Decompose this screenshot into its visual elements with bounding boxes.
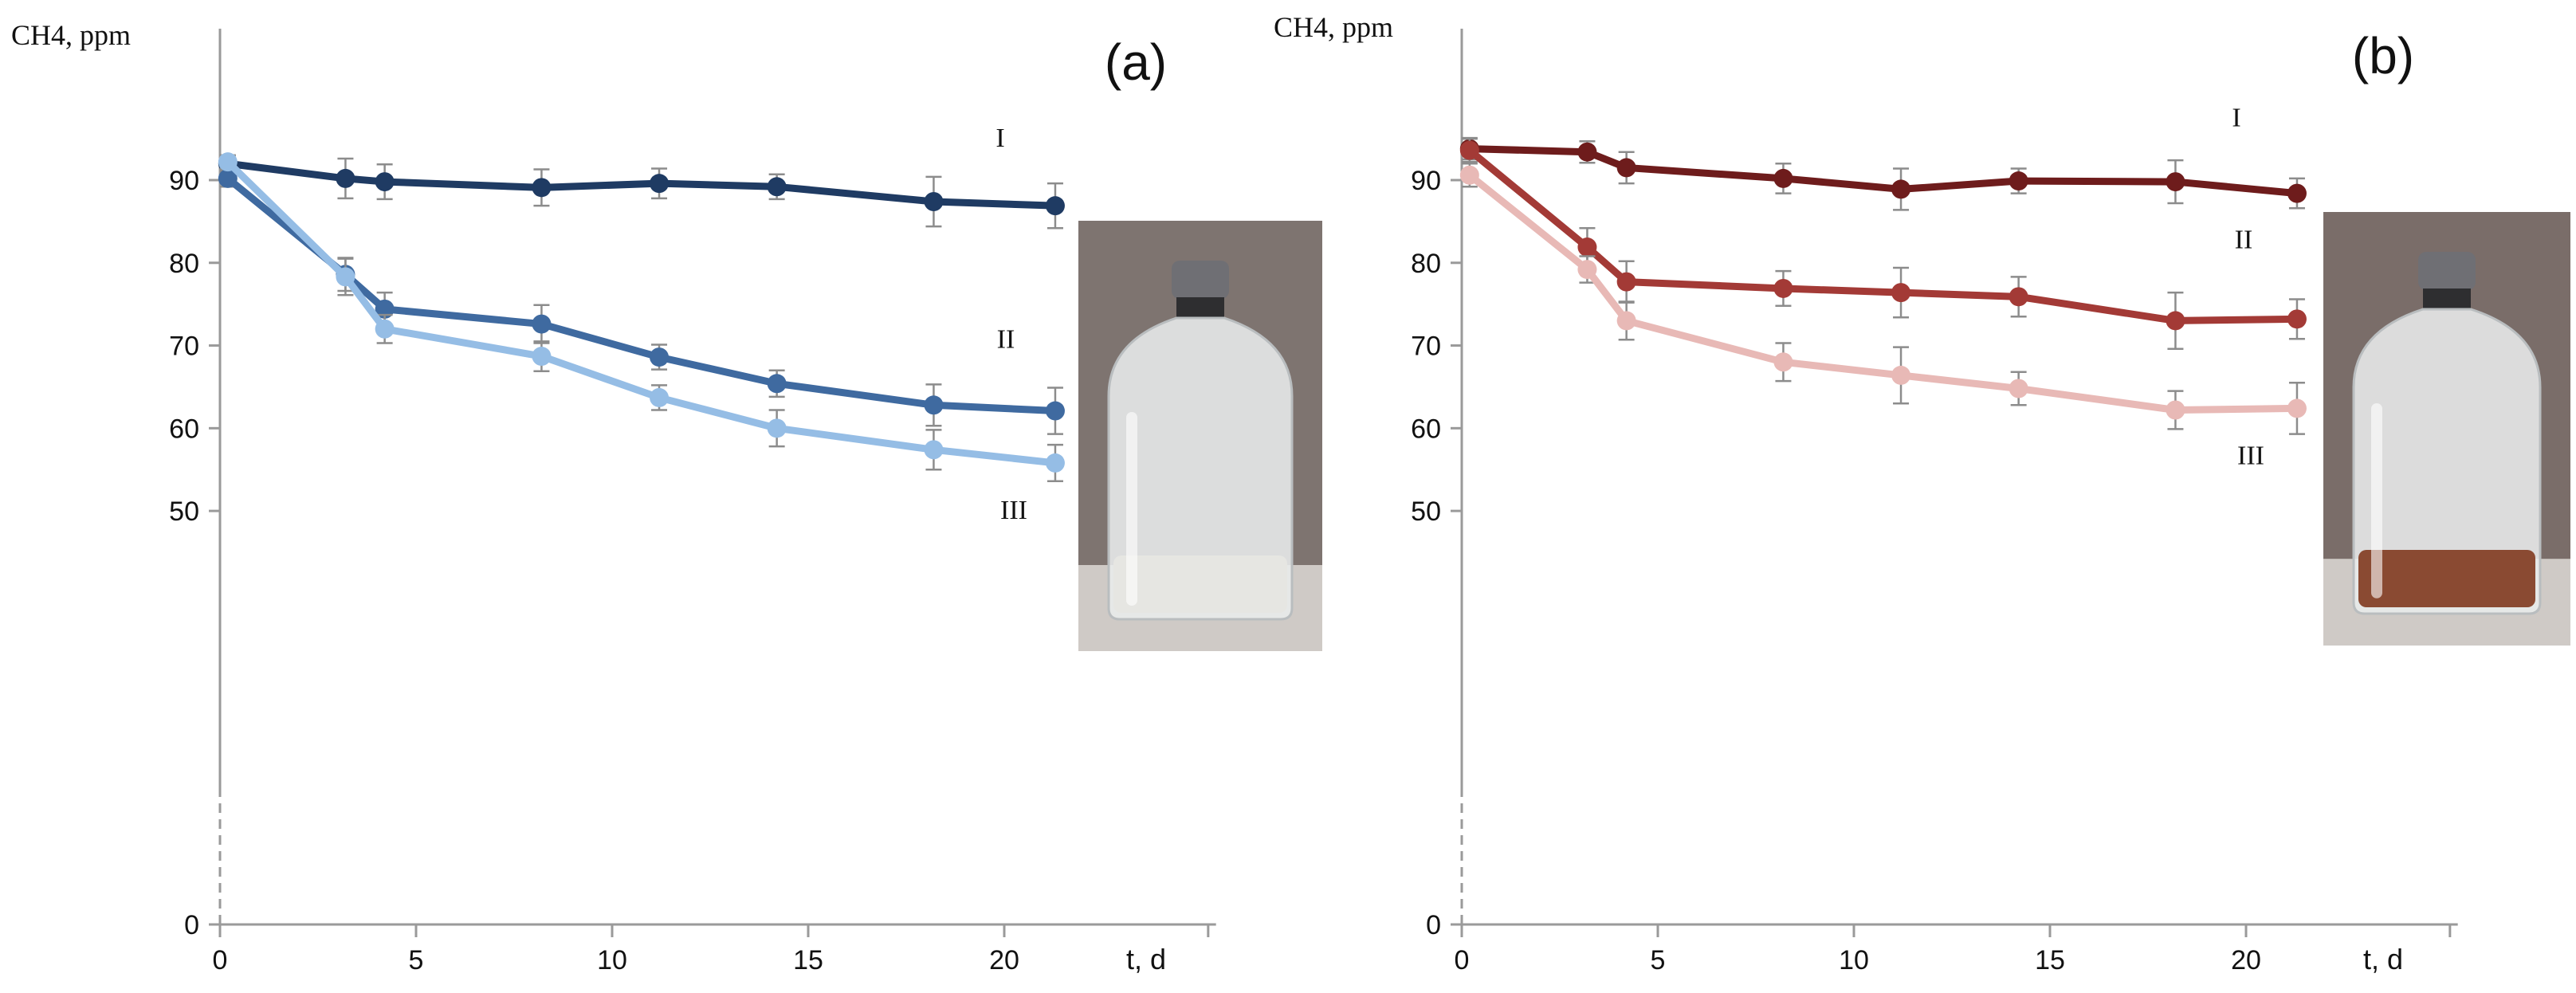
data-point — [2166, 311, 2185, 331]
data-point — [1891, 283, 1911, 303]
series-III: III — [218, 152, 1065, 525]
data-point — [924, 395, 944, 415]
vial-highlight — [1126, 412, 1137, 606]
series-label: III — [2237, 441, 2264, 470]
data-point — [650, 347, 670, 367]
series-line — [224, 158, 1059, 467]
y-tick-label: 0 — [184, 910, 199, 940]
y-axis-label: CH4, ppm — [11, 19, 131, 51]
x-tick-label: 0 — [213, 945, 228, 975]
data-point — [2287, 183, 2307, 203]
x-tick-label: 10 — [597, 945, 627, 975]
series-label: II — [997, 325, 1015, 355]
data-point — [1045, 453, 1065, 473]
data-point — [1459, 140, 1479, 160]
series-II: II — [1459, 137, 2307, 350]
data-point — [1773, 352, 1793, 372]
data-point — [375, 319, 395, 339]
x-axis-label: t, d — [2363, 943, 2403, 975]
data-point — [1616, 158, 1636, 178]
data-point — [1891, 365, 1911, 385]
vial-cap — [2418, 252, 2476, 290]
data-point — [2009, 379, 2028, 398]
data-point — [336, 267, 355, 287]
x-tick-label: 5 — [409, 945, 424, 975]
vial-neck — [2423, 288, 2471, 309]
y-tick-label: 70 — [1411, 332, 1441, 362]
x-tick-label: 15 — [793, 945, 823, 975]
data-point — [767, 418, 787, 438]
series-line — [1466, 171, 2301, 414]
data-point — [2287, 398, 2307, 418]
y-tick-label: 50 — [169, 496, 199, 527]
x-tick-label: 20 — [2231, 945, 2261, 975]
data-point — [1459, 165, 1479, 185]
data-point — [924, 440, 944, 460]
series-III: III — [1459, 162, 2307, 470]
data-point — [532, 347, 552, 367]
data-point — [2166, 172, 2185, 192]
data-point — [1577, 260, 1597, 280]
data-point — [924, 191, 944, 211]
x-tick-label: 10 — [1839, 945, 1869, 975]
panel-label: (b) — [2352, 27, 2414, 84]
data-point — [2009, 287, 2028, 307]
data-point — [1045, 401, 1065, 421]
data-point — [336, 168, 355, 188]
data-point — [1773, 278, 1793, 298]
y-tick-label: 50 — [1411, 496, 1441, 527]
vial-body — [1107, 316, 1294, 621]
data-point — [2166, 400, 2185, 420]
data-point — [1773, 168, 1793, 188]
glass-vial-brown-granules-photo — [2323, 212, 2570, 646]
data-point — [1577, 142, 1597, 162]
glass-vial-white-powder-photo — [1078, 221, 1322, 651]
data-point — [1891, 179, 1911, 199]
data-point — [1577, 237, 1597, 257]
vial-contents — [2358, 550, 2535, 607]
vial-contents — [1113, 555, 1287, 613]
y-tick-label: 0 — [1426, 910, 1441, 940]
data-point — [532, 314, 552, 334]
y-tick-label: 60 — [1411, 414, 1441, 444]
y-tick-label: 60 — [169, 414, 199, 444]
x-axis-label: t, d — [1126, 943, 1166, 975]
x-tick-label: 0 — [1455, 945, 1470, 975]
data-point — [1616, 311, 1636, 331]
data-point — [2287, 309, 2307, 329]
data-point — [650, 174, 670, 194]
series-label: II — [2235, 225, 2253, 254]
vial-cap — [1172, 261, 1229, 299]
series-label: III — [1000, 496, 1027, 525]
y-tick-label: 90 — [169, 166, 199, 196]
data-point — [532, 178, 552, 198]
y-tick-label: 80 — [1411, 249, 1441, 279]
data-point — [2009, 171, 2028, 191]
series-label: I — [995, 124, 1004, 153]
y-tick-label: 90 — [1411, 166, 1441, 196]
x-tick-label: 5 — [1651, 945, 1666, 975]
data-point — [650, 387, 670, 407]
vial-neck — [1176, 297, 1224, 318]
vial-highlight — [2371, 403, 2382, 599]
vial-body — [2352, 308, 2542, 615]
series-label: I — [2232, 104, 2240, 133]
data-point — [767, 177, 787, 197]
data-point — [1616, 272, 1636, 292]
data-point — [375, 172, 395, 192]
x-tick-label: 20 — [989, 945, 1019, 975]
data-point — [218, 152, 238, 172]
data-point — [218, 168, 238, 188]
y-axis-label: CH4, ppm — [1274, 11, 1393, 43]
y-tick-label: 80 — [169, 249, 199, 279]
data-point — [375, 299, 395, 319]
x-tick-label: 15 — [2035, 945, 2065, 975]
panel-label: (a) — [1105, 33, 1167, 91]
data-point — [767, 374, 787, 394]
data-point — [1045, 196, 1065, 216]
y-tick-label: 70 — [169, 332, 199, 362]
